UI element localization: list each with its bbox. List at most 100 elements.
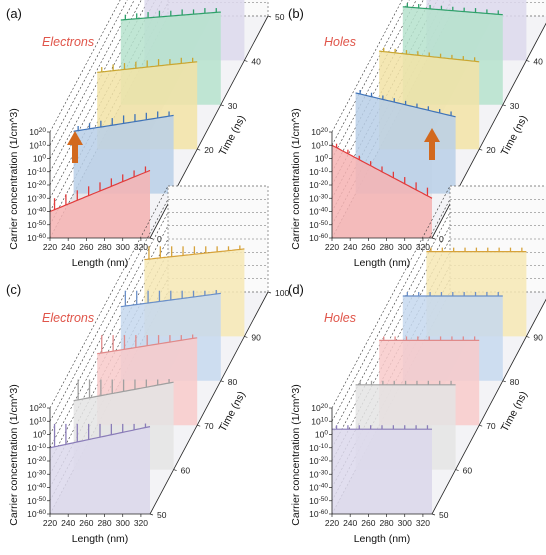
y-tick-label: 1020 bbox=[29, 403, 46, 413]
time-arrow-icon bbox=[67, 131, 83, 163]
z-tick-mark bbox=[479, 424, 483, 427]
arrow-shaft bbox=[72, 145, 78, 163]
y-tick-label: 10-30 bbox=[309, 469, 328, 479]
y-tick-label: 1010 bbox=[29, 416, 46, 426]
x-tick-label: 300 bbox=[398, 518, 412, 528]
time-arrow-icon bbox=[424, 128, 440, 160]
x-tick-label: 280 bbox=[97, 518, 111, 528]
z-tick-label: 0 bbox=[439, 234, 444, 244]
panel-label: (d) bbox=[288, 282, 304, 297]
y-axis-title: Carrier concentration (1/cm^3) bbox=[8, 384, 20, 525]
y-tick-label: 1020 bbox=[311, 127, 328, 137]
z-axis-title: Time (ns) bbox=[499, 389, 530, 433]
panel-label: (c) bbox=[6, 282, 21, 297]
z-axis-line bbox=[431, 298, 546, 515]
x-tick-label: 300 bbox=[398, 242, 412, 252]
series-line bbox=[49, 426, 151, 449]
z-tick-label: 40 bbox=[533, 56, 543, 66]
z-tick-label: 80 bbox=[510, 377, 520, 387]
y-tick-label: 100 bbox=[33, 154, 46, 164]
z-tick-label: 60 bbox=[463, 466, 473, 476]
x-tick-label: 220 bbox=[325, 242, 339, 252]
z-tick-label: 30 bbox=[228, 101, 238, 111]
z-tick-label: 90 bbox=[533, 332, 543, 342]
series-time-10 bbox=[355, 90, 456, 194]
x-axis-title: Length (nm) bbox=[354, 257, 411, 269]
y-tick-label: 10-30 bbox=[27, 469, 46, 479]
series-fill bbox=[355, 92, 456, 194]
depth-gridline bbox=[331, 0, 410, 146]
x-tick-label: 220 bbox=[43, 518, 57, 528]
y-tick-label: 10-60 bbox=[27, 509, 46, 519]
z-tick-label: 30 bbox=[510, 101, 520, 111]
y-tick-label: 10-20 bbox=[309, 180, 328, 190]
z-tick-mark bbox=[267, 15, 272, 18]
y-tick-label: 10-10 bbox=[27, 443, 46, 453]
depth-gridline bbox=[49, 185, 169, 409]
y-tick-label: 10-30 bbox=[27, 193, 46, 203]
series-time-0 bbox=[331, 143, 433, 238]
series-fill bbox=[50, 170, 150, 238]
depth-gridline bbox=[331, 0, 403, 133]
x-tick-label: 280 bbox=[379, 242, 393, 252]
z-tick-mark bbox=[502, 104, 506, 107]
y-tick-label: 10-40 bbox=[309, 207, 328, 217]
y-tick-label: 1010 bbox=[311, 140, 328, 150]
x-tick-label: 260 bbox=[79, 518, 93, 528]
z-axis-title: Time (ns) bbox=[217, 389, 248, 433]
panel-annotation: Electrons bbox=[42, 311, 94, 325]
z-tick-mark bbox=[526, 336, 530, 338]
z-tick-mark bbox=[244, 60, 248, 62]
series-line bbox=[331, 144, 433, 199]
series-line bbox=[97, 337, 198, 355]
z-tick-label: 20 bbox=[486, 145, 496, 155]
x-tick-label: 280 bbox=[97, 242, 111, 252]
z-tick-label: 70 bbox=[486, 421, 496, 431]
y-tick-label: 100 bbox=[315, 430, 328, 440]
arrow-shaft bbox=[429, 142, 435, 160]
panel-annotation: Holes bbox=[324, 35, 356, 49]
depth-gridline bbox=[49, 199, 169, 422]
y-tick-label: 10-20 bbox=[309, 456, 328, 466]
depth-gridline bbox=[331, 199, 451, 422]
y-tick-label: 10-50 bbox=[27, 220, 46, 230]
y-tick-label: 10-20 bbox=[27, 456, 46, 466]
x-tick-label: 260 bbox=[79, 242, 93, 252]
z-tick-mark bbox=[173, 469, 177, 471]
y-tick-label: 10-40 bbox=[27, 207, 46, 217]
y-tick-label: 10-20 bbox=[27, 180, 46, 190]
depth-gridline bbox=[49, 0, 135, 159]
y-tick-label: 10-10 bbox=[27, 167, 46, 177]
depth-gridline bbox=[49, 0, 121, 133]
z-tick-label: 100 bbox=[275, 288, 289, 298]
x-tick-label: 220 bbox=[43, 242, 57, 252]
x-tick-label: 300 bbox=[116, 242, 130, 252]
y-tick-label: 10-10 bbox=[309, 167, 328, 177]
z-tick-label: 40 bbox=[251, 56, 261, 66]
z-tick-mark bbox=[149, 237, 154, 240]
z-tick-label: 0 bbox=[157, 234, 162, 244]
y-tick-label: 1010 bbox=[29, 140, 46, 150]
x-tick-label: 240 bbox=[343, 242, 357, 252]
z-tick-mark bbox=[431, 237, 436, 240]
z-tick-label: 80 bbox=[228, 377, 238, 387]
z-tick-mark bbox=[431, 513, 436, 516]
x-tick-label: 260 bbox=[361, 242, 375, 252]
panel-annotation: Electrons bbox=[42, 35, 94, 49]
x-tick-label: 240 bbox=[61, 518, 75, 528]
x-tick-label: 240 bbox=[343, 518, 357, 528]
panel-a: 1020 1010 100 10-10 10-20 10-30 10-40 10-50 10-6… bbox=[6, 0, 285, 269]
x-tick-label: 240 bbox=[61, 242, 75, 252]
z-tick-mark bbox=[526, 60, 530, 62]
panel-b: 1020 1010 100 10-10 10-20 10-30 10-40 10-50 10-6… bbox=[288, 0, 546, 269]
x-axis-title: Length (nm) bbox=[72, 257, 129, 269]
panel-label: (b) bbox=[288, 6, 304, 21]
x-axis-title: Length (nm) bbox=[354, 533, 411, 545]
x-tick-label: 320 bbox=[134, 242, 148, 252]
x-tick-label: 220 bbox=[325, 518, 339, 528]
series-fill bbox=[332, 429, 432, 514]
y-axis-title: Carrier concentration (1/cm^3) bbox=[290, 108, 302, 249]
depth-gridline bbox=[331, 185, 451, 409]
z-axis-title: Time (ns) bbox=[499, 113, 530, 157]
